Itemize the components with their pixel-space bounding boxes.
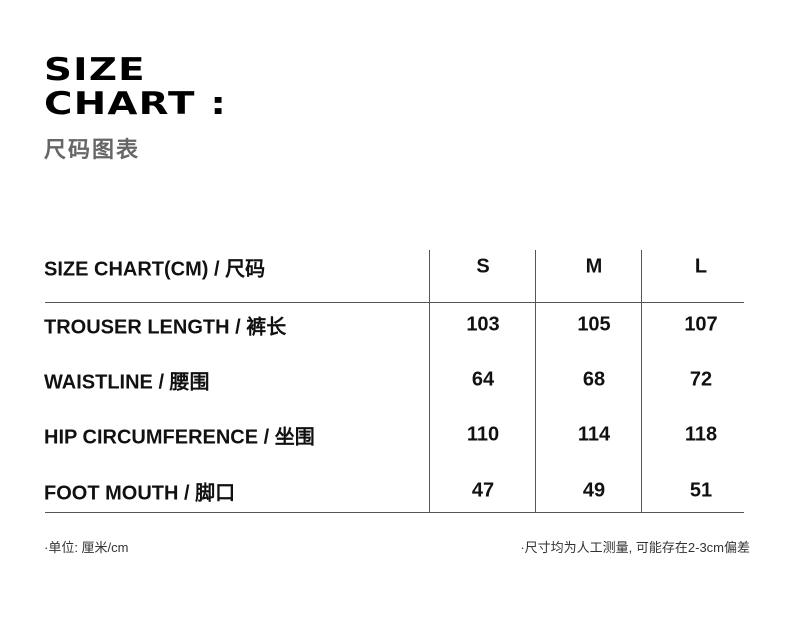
page-title: SIZE CHART : [44,53,227,121]
row-label: HIP CIRCUMFERENCE / 坐围 [44,426,315,449]
unit-note: ·单位: 厘米/cm [44,540,129,555]
divider [535,250,536,512]
divider [641,250,642,512]
divider [45,302,744,303]
header-size-l: L [694,255,708,278]
divider [429,250,430,512]
header-label: SIZE CHART(CM) / 尺码 [44,258,266,281]
cell-value: 107 [684,313,718,336]
row-label: FOOT MOUTH / 脚口 [44,482,236,505]
header-size-s: S [476,255,490,278]
cell-value: 114 [577,423,611,446]
cell-value: 118 [684,423,718,446]
cell-value: 64 [471,368,495,391]
divider [45,512,744,513]
cell-value: 110 [466,423,500,446]
row-label: TROUSER LENGTH / 裤长 [44,316,287,339]
cell-value: 105 [577,313,611,336]
header-size-m: M [585,255,603,278]
row-label: WAISTLINE / 腰围 [44,371,210,394]
cell-value: 51 [689,479,713,502]
cell-value: 103 [466,313,500,336]
cell-value: 68 [582,368,606,391]
cell-value: 72 [689,368,713,391]
cell-value: 47 [471,479,495,502]
title-line-1: SIZE [44,52,146,88]
disclaimer-note: ·尺寸均为人工测量, 可能存在2-3cm偏差 [520,540,750,555]
title-line-2: CHART : [44,86,228,122]
page-subtitle: 尺码图表 [44,137,141,162]
cell-value: 49 [582,479,606,502]
